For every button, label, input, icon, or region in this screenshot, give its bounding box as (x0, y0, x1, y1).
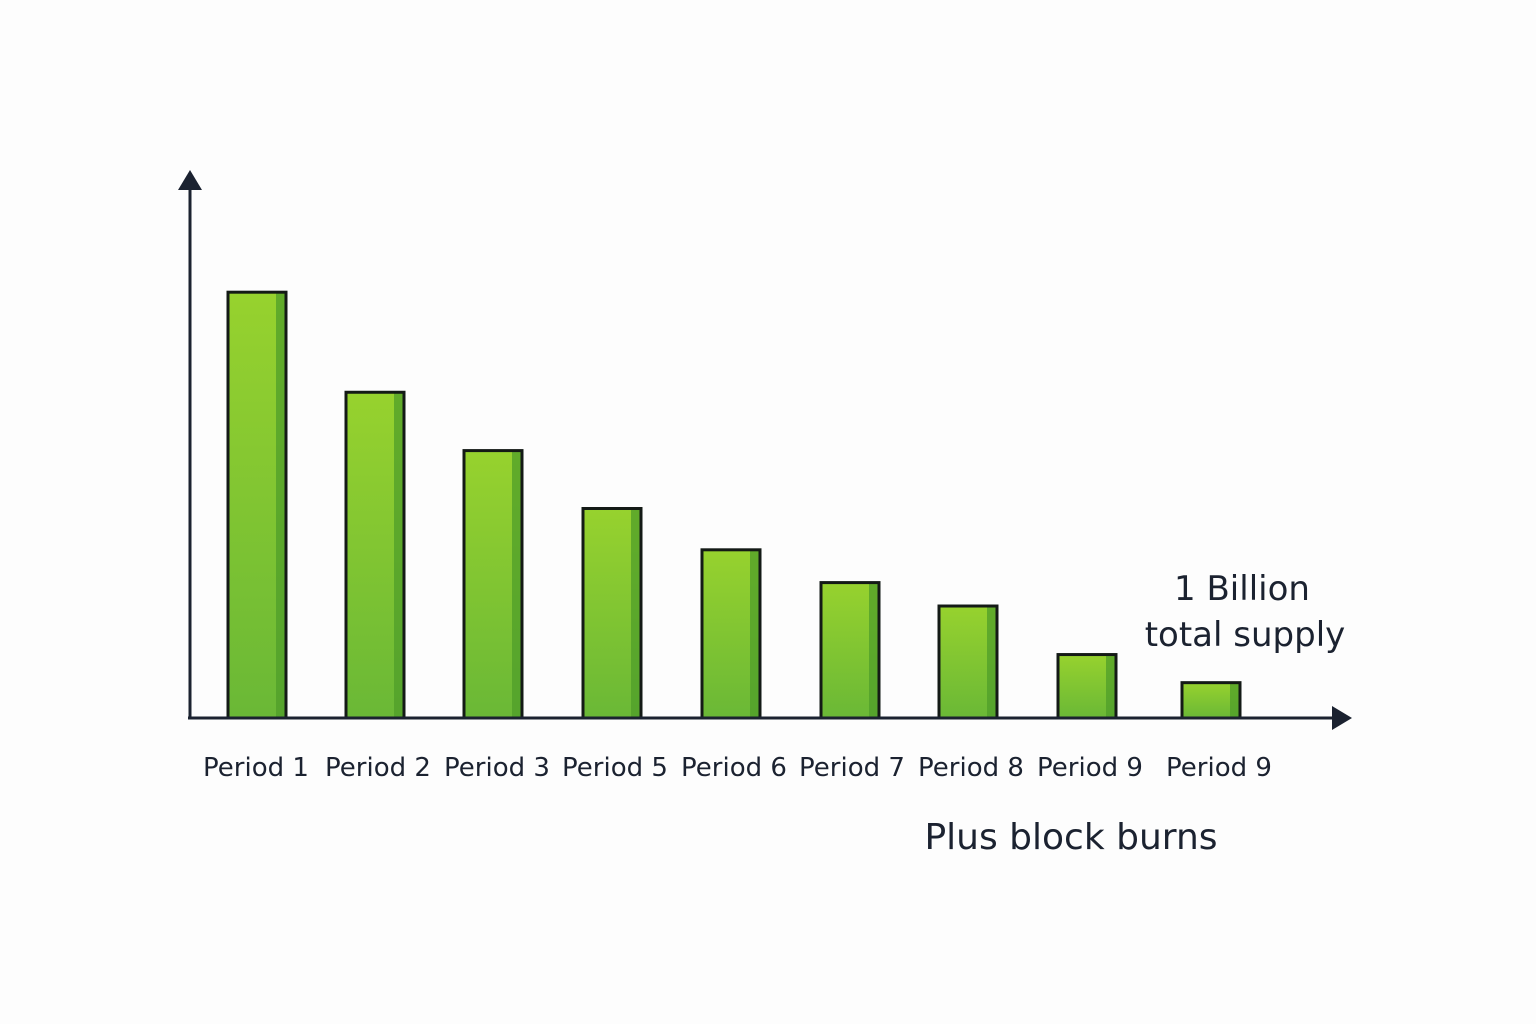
x-tick-labels: Period 1 Period 2 Period 3 Period 5 Period 6… (203, 753, 1272, 783)
x-tick-label-4: Period 5 (562, 753, 668, 783)
bar-2 (344, 390, 406, 720)
bars-group (226, 290, 1242, 720)
y-axis-arrow (178, 170, 202, 190)
x-tick-label-9: Period 9 (1166, 753, 1272, 783)
supply-annotation-line2: total supply (1145, 615, 1346, 655)
x-tick-label-8: Period 9 (1037, 753, 1143, 783)
x-tick-label-6: Period 7 (799, 753, 905, 783)
bar-8 (1056, 653, 1118, 720)
bar-4 (581, 507, 643, 720)
x-tick-label-1: Period 1 (203, 753, 309, 783)
x-axis-arrow (1332, 706, 1352, 730)
bar-6 (819, 581, 881, 720)
x-tick-label-7: Period 8 (918, 753, 1024, 783)
bar-1 (226, 290, 288, 720)
x-tick-label-3: Period 3 (444, 753, 550, 783)
bar-5 (700, 548, 762, 720)
block-burns-footnote: Plus block burns (924, 817, 1217, 858)
bar-9 (1180, 681, 1242, 720)
bar-7 (937, 604, 999, 720)
x-tick-label-2: Period 2 (325, 753, 431, 783)
x-tick-label-5: Period 6 (681, 753, 787, 783)
supply-annotation-line1: 1 Billion (1174, 569, 1310, 609)
bar-3 (462, 449, 524, 720)
